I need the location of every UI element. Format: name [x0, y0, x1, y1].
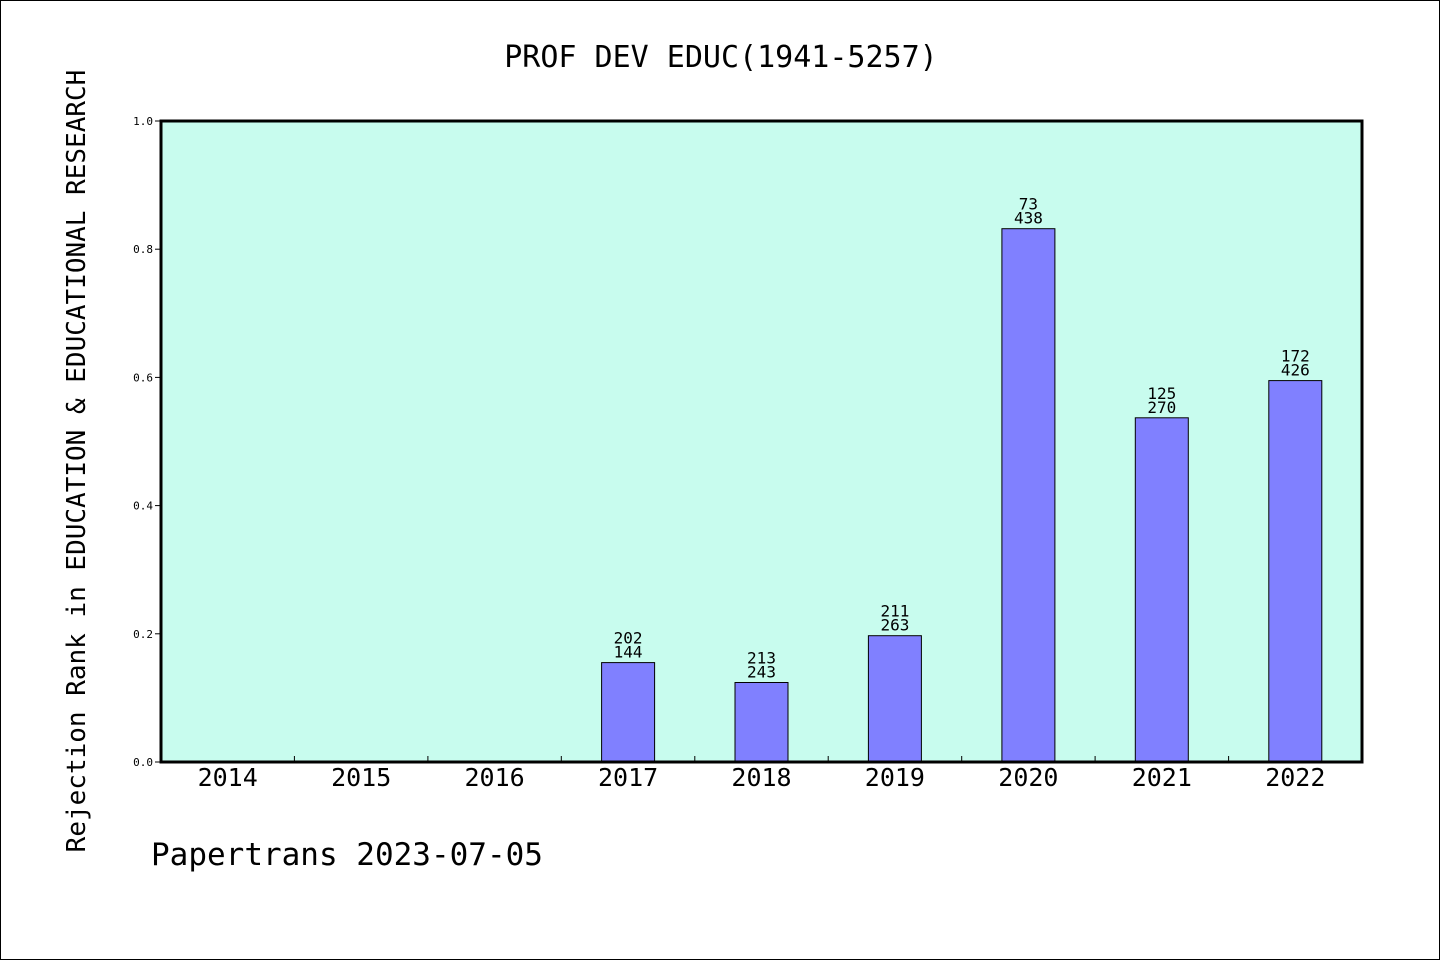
plot-frame	[159, 119, 1364, 764]
x-tick-label-2014: 2014	[198, 763, 258, 792]
bar-label-bottom-2021: 270	[1147, 398, 1176, 417]
bar-label-bottom-2018: 243	[747, 663, 776, 682]
bar-label-top-2022: 172	[1281, 347, 1310, 366]
bar-2020	[1001, 228, 1056, 763]
chart-title: PROF DEV EDUC(1941-5257)	[504, 40, 937, 75]
bar-label-top-2021: 125	[1147, 384, 1176, 403]
y-tick-label-5: 1.0	[133, 115, 153, 128]
bar-2021	[1134, 417, 1189, 763]
x-tick-label-2021: 2021	[1132, 763, 1192, 792]
x-tick-label-2022: 2022	[1265, 763, 1325, 792]
bar-label-bottom-2020: 438	[1014, 209, 1043, 228]
bar-2022	[1268, 380, 1323, 763]
x-tick-label-2020: 2020	[998, 763, 1058, 792]
y-tick-label-4: 0.8	[133, 243, 153, 256]
x-tick-label-2018: 2018	[731, 763, 791, 792]
bar-2018	[734, 682, 789, 763]
x-tick-label-2019: 2019	[865, 763, 925, 792]
y-tick-label-3: 0.6	[133, 371, 153, 384]
x-tick-label-2017: 2017	[598, 763, 658, 792]
y-tick-label-2: 0.4	[133, 500, 153, 513]
bar-label-top-2019: 211	[880, 602, 909, 621]
bar-label-bottom-2022: 426	[1281, 361, 1310, 380]
x-tick-label-2016: 2016	[464, 763, 524, 792]
y-tick-label-0: 0.0	[133, 756, 153, 769]
bar-label-top-2017: 202	[614, 629, 643, 648]
bar-2019	[867, 635, 922, 763]
bar-2017	[601, 662, 656, 763]
bar-label-top-2018: 213	[747, 649, 776, 668]
footer-credit: Papertrans 2023-07-05	[151, 837, 543, 873]
bar-label-top-2020: 73	[1019, 195, 1038, 214]
x-tick-label-2015: 2015	[331, 763, 391, 792]
y-tick-label-1: 0.2	[133, 628, 153, 641]
ticks-layer: 2014 2015 2016 2017 2018 2019 2020 2021 2022 0.0 0…	[133, 115, 1325, 792]
bar-label-bottom-2019: 263	[880, 616, 909, 635]
bar-label-bottom-2017: 144	[614, 643, 643, 662]
y-axis-label: Rejection Rank in EDUCATION & EDUCATIONA…	[62, 70, 92, 853]
